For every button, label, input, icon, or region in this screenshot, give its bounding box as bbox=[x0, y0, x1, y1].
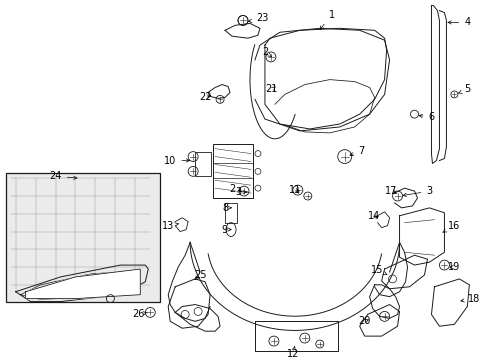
Text: 2: 2 bbox=[261, 47, 271, 57]
Bar bbox=[213, 144, 252, 198]
Text: 17: 17 bbox=[385, 186, 397, 196]
Text: 26: 26 bbox=[132, 309, 147, 319]
Text: 10: 10 bbox=[164, 156, 189, 166]
Text: 16: 16 bbox=[442, 221, 460, 232]
Text: 2: 2 bbox=[228, 184, 241, 194]
Text: 5: 5 bbox=[458, 85, 469, 94]
Text: 12: 12 bbox=[286, 346, 299, 359]
Text: 19: 19 bbox=[447, 262, 460, 272]
Bar bbox=[224, 203, 237, 223]
Text: 14: 14 bbox=[367, 211, 379, 221]
Text: 13: 13 bbox=[162, 221, 178, 231]
Text: 3: 3 bbox=[402, 186, 432, 197]
Text: 21: 21 bbox=[265, 85, 278, 94]
Text: 15: 15 bbox=[371, 265, 386, 275]
Bar bbox=[195, 152, 211, 176]
Text: 9: 9 bbox=[221, 225, 231, 235]
Text: 20: 20 bbox=[358, 316, 370, 326]
Text: 11: 11 bbox=[288, 185, 301, 195]
Text: 7: 7 bbox=[349, 146, 364, 156]
Text: 24: 24 bbox=[49, 171, 77, 181]
Text: 3: 3 bbox=[234, 187, 246, 197]
Text: 22: 22 bbox=[199, 93, 211, 102]
Text: 25: 25 bbox=[193, 270, 206, 280]
Polygon shape bbox=[25, 269, 140, 299]
Text: 8: 8 bbox=[222, 203, 231, 213]
Text: 4: 4 bbox=[447, 17, 469, 27]
Bar bbox=[6, 173, 160, 302]
Text: 23: 23 bbox=[248, 13, 267, 23]
Text: 1: 1 bbox=[319, 9, 334, 30]
Text: 6: 6 bbox=[418, 112, 434, 122]
Text: 18: 18 bbox=[460, 294, 480, 303]
